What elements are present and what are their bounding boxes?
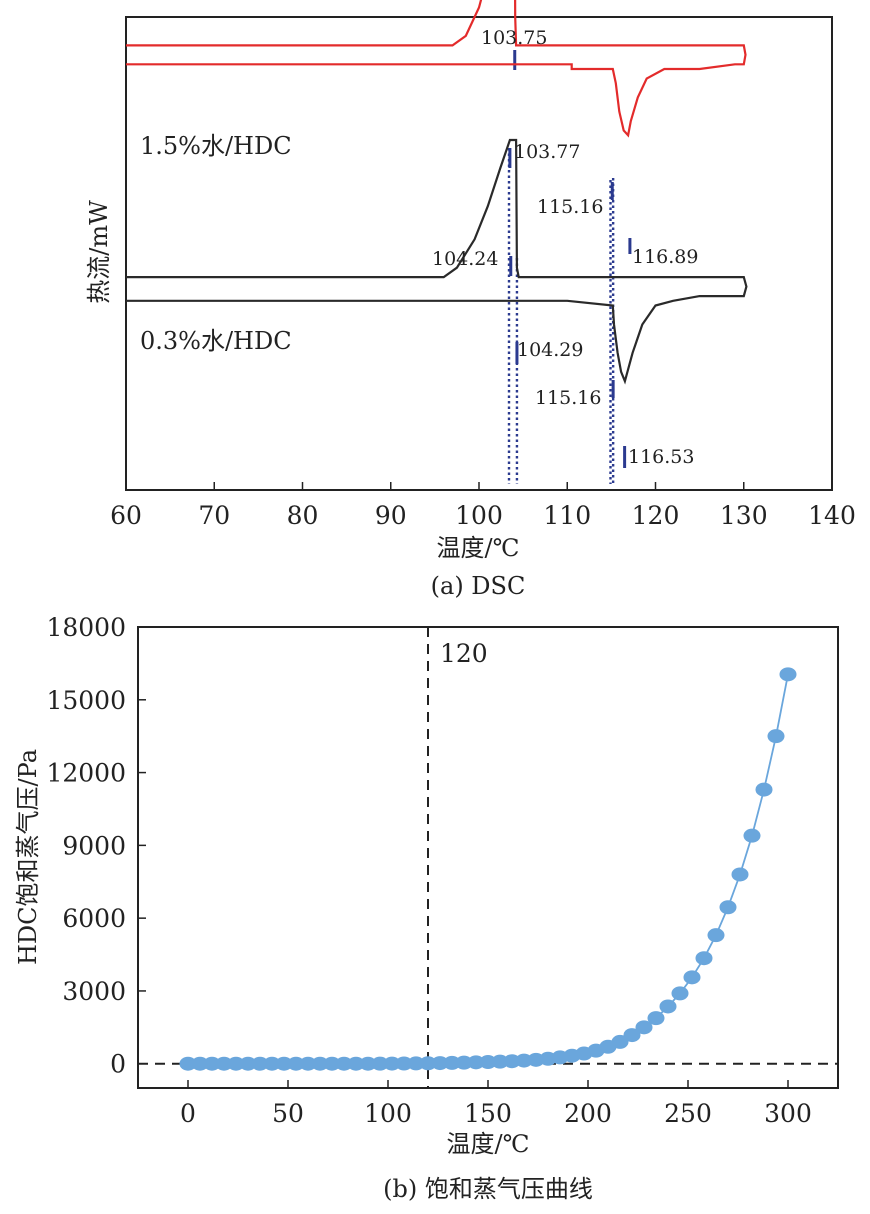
vapor-data-point <box>407 1056 425 1071</box>
vapor-data-point <box>191 1056 209 1071</box>
vapor-y-tick-label: 15000 <box>46 686 126 715</box>
vapor-data-point <box>767 729 785 744</box>
vapor-pressure-line <box>188 674 789 1065</box>
vapor-data-point <box>707 928 725 943</box>
vapor-data-point <box>383 1056 401 1071</box>
dsc-x-tick-label: 100 <box>455 501 503 530</box>
dsc-x-tick-label: 80 <box>287 501 319 530</box>
dsc-x-tick-label: 60 <box>110 501 142 530</box>
vapor-plot-frame <box>137 626 839 1089</box>
dsc-x-tick-label: 70 <box>198 501 230 530</box>
vapor-data-point <box>203 1056 221 1071</box>
vapor-data-point <box>395 1056 413 1071</box>
vapor-data-point <box>503 1054 521 1069</box>
vapor-x-tick-label: 100 <box>364 1099 412 1128</box>
dsc-peak-label-116-89: 116.89 <box>632 246 698 268</box>
dsc-peak-label-104-29: 104.29 <box>517 339 583 361</box>
vapor-data-point <box>467 1055 485 1070</box>
dsc-x-tick-label: 120 <box>632 501 680 530</box>
vapor-data-point <box>323 1056 341 1071</box>
vapor-y-tick-label: 0 <box>110 1050 126 1079</box>
dsc-peak-label-115-16-red: 115.16 <box>537 196 603 218</box>
vapor-data-point <box>287 1056 305 1071</box>
vapor-data-point <box>251 1056 269 1071</box>
vapor-reference-label: 120 <box>440 639 488 668</box>
vapor-data-point <box>743 828 761 843</box>
dsc-series-label-0-3: 0.3%水/HDC <box>140 327 292 355</box>
dsc-peak-label-103-75: 103.75 <box>481 27 547 49</box>
vapor-y-tick-label: 9000 <box>62 831 126 860</box>
vapor-x-axis-title: 温度/℃ <box>447 1130 530 1158</box>
vapor-y-tick-label: 6000 <box>62 904 126 933</box>
dsc-peak-label-104-24: 104.24 <box>432 248 498 270</box>
vapor-data-point <box>359 1056 377 1071</box>
vapor-x-tick-label: 300 <box>764 1099 812 1128</box>
vapor-y-axis-title: HDC饱和蒸气压/Pa <box>14 749 42 965</box>
vapor-data-point <box>275 1056 293 1071</box>
vapor-data-point <box>731 867 749 882</box>
vapor-data-point <box>179 1056 197 1071</box>
vapor-y-tick-label: 12000 <box>46 759 126 788</box>
vapor-y-tick-label: 18000 <box>46 613 126 642</box>
vapor-data-point <box>299 1056 317 1071</box>
dsc-peak-label-115-16-black: 115.16 <box>535 387 601 409</box>
dsc-x-axis-title: 温度/℃ <box>437 534 520 562</box>
dsc-curve-0-3-percent-water <box>126 138 748 385</box>
vapor-data-point <box>371 1056 389 1071</box>
vapor-data-point <box>647 1011 665 1026</box>
vapor-data-point <box>311 1056 329 1071</box>
vapor-data-point <box>755 782 773 797</box>
dsc-peak-label-116-53: 116.53 <box>628 446 694 468</box>
vapor-x-tick-label: 200 <box>564 1099 612 1128</box>
vapor-data-point <box>239 1056 257 1071</box>
vapor-y-tick-label: 3000 <box>62 977 126 1006</box>
dsc-y-axis-title: 热流/mW <box>85 200 113 304</box>
dsc-peak-label-103-77: 103.77 <box>514 141 580 163</box>
dsc-panel: 60 70 80 90 100 110 120 130 140 1.5%水/HDC 0.3%水/… <box>85 0 856 600</box>
vapor-data-point <box>455 1055 473 1070</box>
vapor-data-point <box>431 1056 449 1071</box>
vapor-data-point <box>635 1020 653 1035</box>
vapor-data-point <box>227 1056 245 1071</box>
dsc-x-tick-label: 140 <box>808 501 856 530</box>
vapor-data-point <box>491 1054 509 1069</box>
vapor-x-tick-label: 150 <box>464 1099 512 1128</box>
dsc-curve-1-5-percent-water <box>126 0 747 138</box>
dsc-caption: (a) DSC <box>431 572 526 600</box>
dsc-x-tick-label: 90 <box>375 501 407 530</box>
vapor-data-point <box>623 1028 641 1043</box>
vapor-axis-ticks: 0 50 100 150 200 250 3000300060009000120001500… <box>46 613 811 1128</box>
vapor-x-tick-label: 0 <box>180 1099 196 1128</box>
vapor-data-point <box>419 1056 437 1071</box>
vapor-data-point <box>779 667 797 682</box>
vapor-data-point <box>347 1056 365 1071</box>
vapor-x-tick-label: 250 <box>664 1099 712 1128</box>
vapor-data-point <box>683 970 701 985</box>
vapor-panel: 120 0 50 100 150 200 250 300030006000900012000… <box>14 613 839 1203</box>
vapor-data-point <box>263 1056 281 1071</box>
vapor-data-point <box>443 1055 461 1070</box>
vapor-data-point <box>479 1055 497 1070</box>
dsc-x-ticks: 60 70 80 90 100 110 120 130 140 <box>110 482 856 530</box>
vapor-pressure-points <box>179 667 797 1071</box>
vapor-data-point <box>695 951 713 966</box>
dsc-series-label-1-5: 1.5%水/HDC <box>140 132 292 160</box>
vapor-data-point <box>671 986 689 1001</box>
vapor-data-point <box>215 1056 233 1071</box>
dsc-x-tick-label: 110 <box>543 501 591 530</box>
dsc-guide-lines <box>507 50 632 484</box>
dsc-x-tick-label: 130 <box>720 501 768 530</box>
vapor-data-point <box>719 900 737 915</box>
vapor-data-point <box>659 999 677 1014</box>
vapor-data-point <box>335 1056 353 1071</box>
vapor-caption: (b) 饱和蒸气压曲线 <box>383 1175 593 1203</box>
vapor-data-point <box>611 1034 629 1049</box>
vapor-x-tick-label: 50 <box>272 1099 304 1128</box>
